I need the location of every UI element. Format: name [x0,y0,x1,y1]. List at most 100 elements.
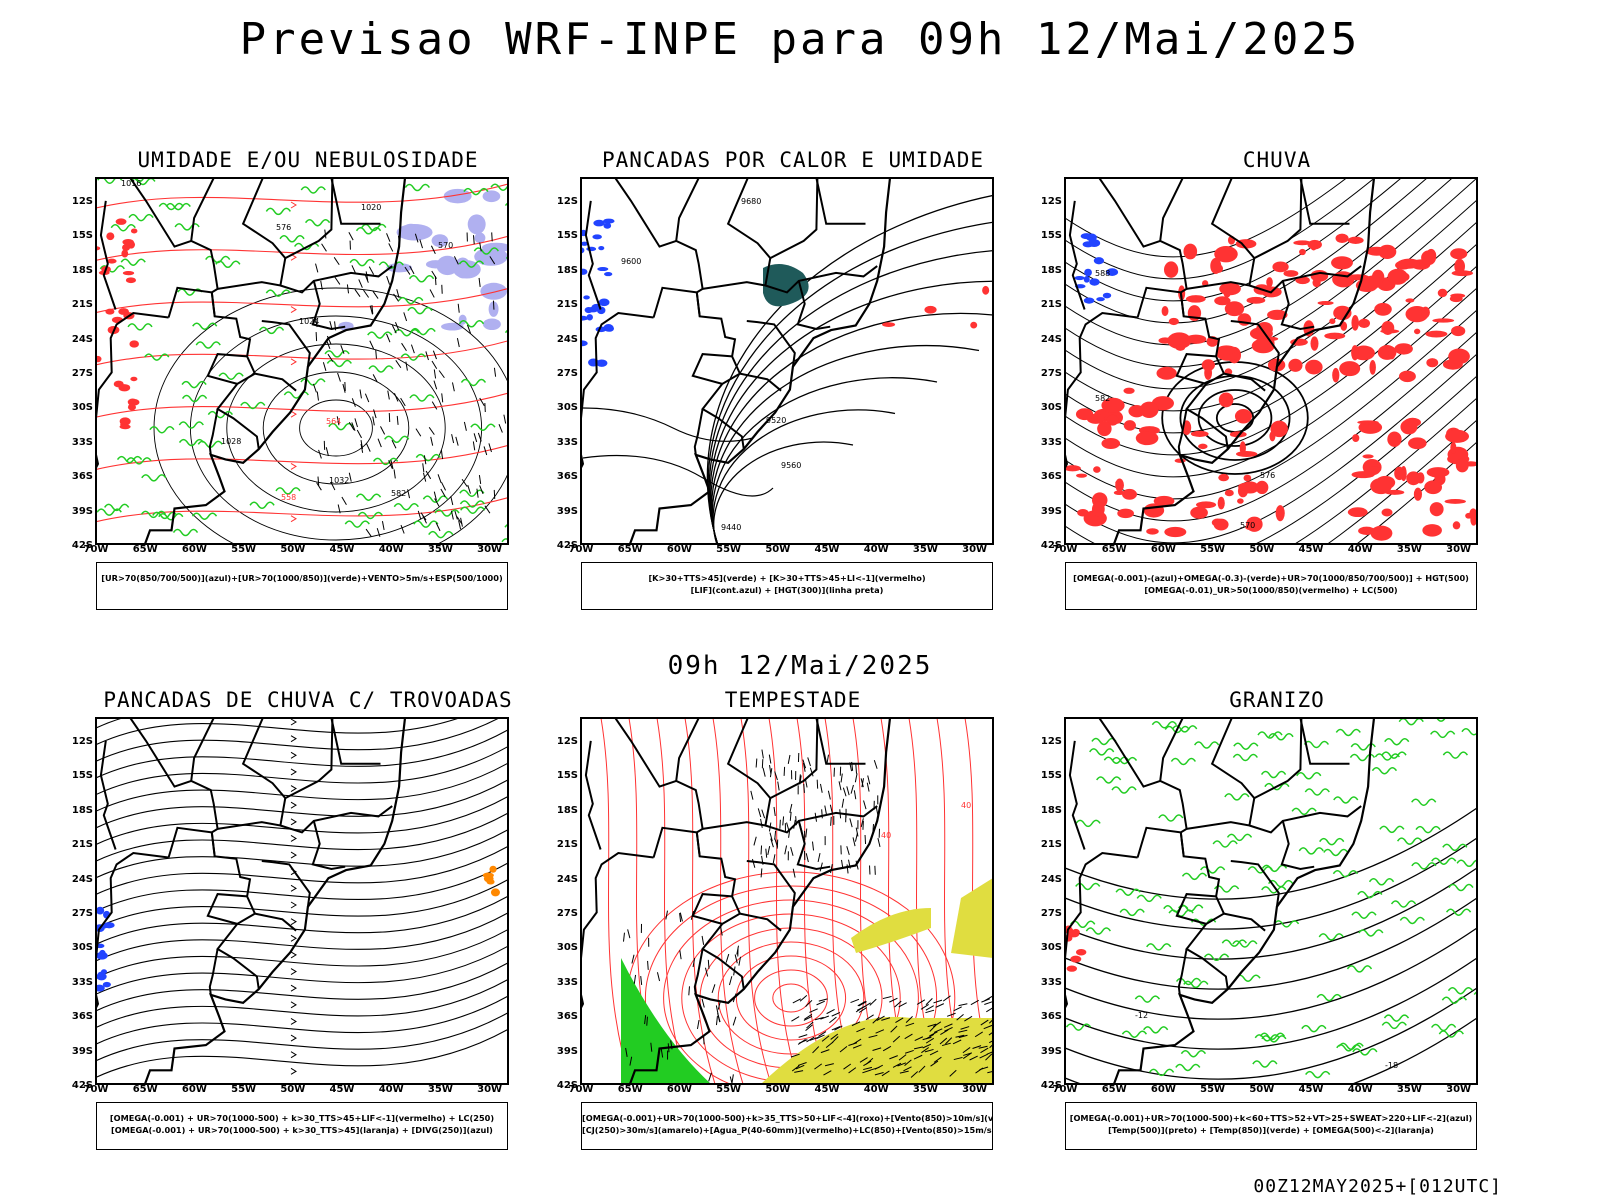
legend-line: [OMEGA(-0.001)+UR>70(1000-500)+k>35_TTS>… [582,1113,992,1123]
wind-vector [425,470,432,480]
wind-vector [791,1016,800,1022]
contour-line [384,435,410,444]
contour-line [1261,886,1287,894]
border-line [217,257,287,290]
latitude-tick-label: 39S [1040,1045,1062,1057]
contour-line [463,187,489,196]
shaded-area [1153,495,1175,507]
shaded-area [1333,305,1352,321]
longitude-tick-label: 65W [132,544,158,555]
map-plot: 588 582 576 570 [1064,177,1478,545]
map-plot [95,717,509,1085]
wind-vector [943,1023,953,1028]
wind-vector [987,1070,993,1074]
contour-line [1442,751,1468,759]
contour-line [1396,837,1423,845]
forecast-panel: UMIDADE E/OU NEBULOSIDADE 1016 1020 1024 102… [68,148,548,628]
shaded-area [1246,296,1266,304]
wind-vector [979,1066,989,1071]
wind-vector [441,393,444,403]
wind-vector [334,276,341,285]
wind-vector [368,266,375,275]
wind-vector [650,1042,653,1052]
latitude-tick-label: 24S [556,873,578,885]
latitude-tick-label: 27S [71,908,93,919]
wind-vector [348,472,352,482]
streamline [96,829,508,879]
contour-line [707,221,993,544]
shaded-area [1070,955,1082,963]
wind-vector [818,998,828,1002]
latitude-tick-label: 39S [71,505,93,517]
contour-line [126,457,152,465]
contour-line [218,372,244,380]
contour-line [328,422,354,431]
shaded-area [1185,295,1206,303]
wind-vector [688,986,690,996]
shaded-area [982,285,990,295]
streamline-arrow [290,410,297,418]
contour-line [1065,927,1477,1020]
latitude-tick-label: 21S [556,839,578,851]
border-line [254,372,297,392]
wind-vector [396,289,400,299]
longitude-tick-label: 55W [231,544,257,555]
wind-vector [760,845,763,855]
contour-line [1075,819,1101,828]
contour-label: 9440 [721,523,741,532]
shaded-area [1363,275,1383,289]
contour-line [1200,866,1226,874]
shaded-area [1380,329,1400,334]
shaded-area [1238,482,1253,491]
shaded-area [127,398,138,406]
contour-line [207,410,233,419]
streamline-arrow [290,768,297,776]
longitude-tick-label: 30W [1446,1084,1472,1095]
border-line [581,851,654,1010]
wind-vector [767,846,771,856]
shaded-area [1437,288,1448,298]
shaded-area [1075,408,1094,421]
shaded-area [1201,359,1216,371]
contour-line [1448,883,1474,892]
shaded-area [1351,315,1359,331]
shaded-area [1299,248,1306,256]
wind-vector [872,1016,880,1024]
wind-vector [773,806,776,816]
wind-vector [933,1021,942,1028]
wind-vector [826,754,830,764]
latitude-tick-label: 39S [556,505,578,517]
wind-vector [805,853,809,863]
contour-line [326,359,352,368]
contour-label: 9560 [781,461,801,470]
contour-line [1381,1021,1407,1030]
latitude-tick-label: 42S [1040,1080,1062,1091]
border-line [330,178,381,225]
wind-vector [625,1047,628,1057]
wind-vector [821,1035,830,1042]
wind-vector [456,516,463,525]
streamline-arrow [290,884,297,892]
wind-vector [848,1042,858,1046]
shaded-area [1266,277,1273,288]
latitude-tick-label: 21S [71,839,93,851]
streamline [796,718,828,1084]
contour-line [428,530,454,539]
contour-line [1136,894,1162,903]
shaded-area [1106,414,1119,426]
shaded-area [1335,233,1349,243]
wind-vector [358,279,363,288]
shaded-area [1076,473,1088,478]
shaded-area [122,243,131,251]
wind-vector [414,233,419,243]
wind-vector [451,382,455,392]
wind-vector [679,913,682,923]
panel-legend: [OMEGA(-0.001)+UR>70(1000-500)+k<60+TTS>… [1065,1102,1477,1150]
panel-legend: [K>30+TTS>45](verde) + [K>30+TTS>45+LI<-… [581,562,993,610]
shaded-area [1074,275,1085,281]
forecast-panel: GRANIZO -12 -18 12S 15S 18S 21S 24S 27S 30S 33S 36S… [1037,688,1517,1168]
contour-line [1384,737,1410,746]
wind-vector [351,265,357,274]
contour-line [1096,776,1122,784]
wind-vector [410,344,415,354]
